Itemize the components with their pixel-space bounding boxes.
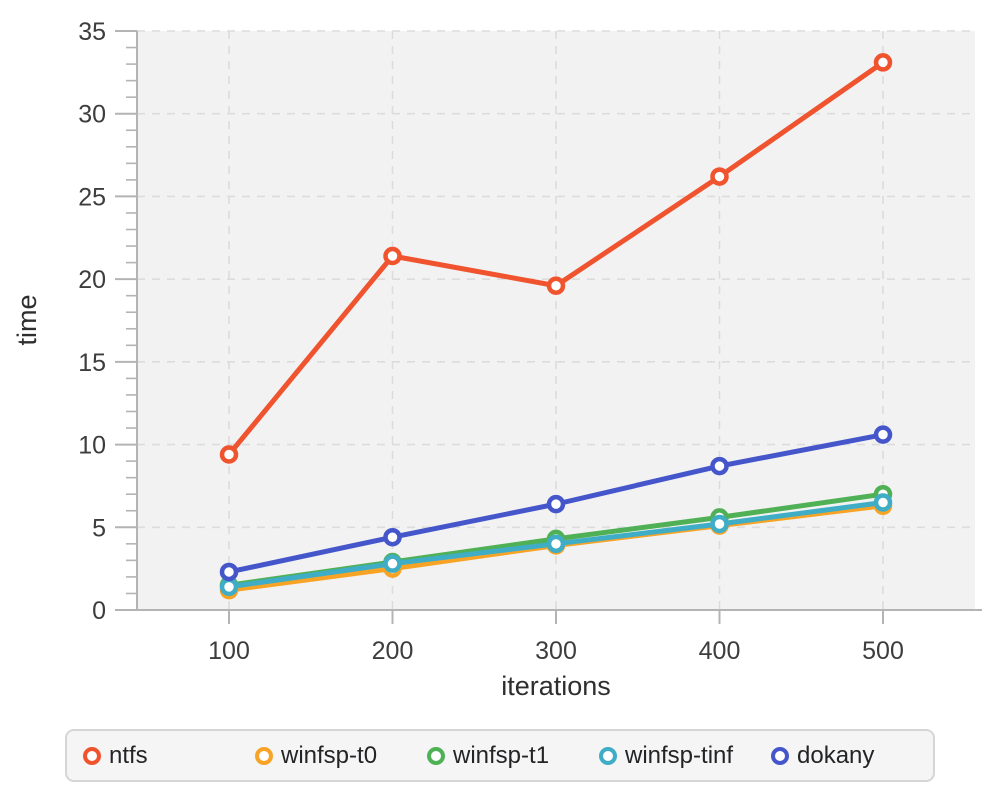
y-tick-label-5: 5: [92, 514, 106, 542]
winfsp-tinf-data-point-marker: [710, 514, 729, 534]
y-tick-label-0: 0: [92, 597, 106, 625]
legend-item-ntfs[interactable]: ntfs: [83, 741, 255, 769]
y-tick-label-35: 35: [78, 18, 106, 46]
x-axis-title: iterations: [501, 671, 611, 701]
dokany-data-point-marker: [710, 456, 729, 476]
ntfs-data-point-marker: [219, 445, 239, 464]
ntfs-data-point-marker: [873, 53, 893, 72]
legend-item-label: dokany: [797, 741, 875, 769]
legend-item-label: ntfs: [109, 741, 148, 769]
y-tick-label-10: 10: [78, 432, 106, 460]
data-series: [219, 53, 893, 600]
x-tick-label-500: 500: [862, 637, 904, 665]
chart-canvas: 0 5 10 15 20 25 30 35 100 200 300 400 500 time itera…: [12, 18, 982, 701]
series-winfsp-tinf: [219, 493, 893, 597]
series-dokany: [219, 425, 893, 582]
legend-item-label: winfsp-tinf: [625, 741, 734, 769]
y-tick-label-20: 20: [78, 266, 106, 294]
winfsp-t1-marker-icon: [427, 746, 445, 765]
x-tick-label-200: 200: [372, 637, 414, 665]
series-ntfs: [219, 53, 893, 464]
winfsp-tinf-data-point-marker: [546, 534, 566, 554]
legend-item-winfsp-t1[interactable]: winfsp-t1: [427, 741, 599, 769]
winfsp-tinf-data-point-marker: [873, 493, 893, 512]
dokany-data-point-marker: [873, 425, 893, 444]
dokany-data-point-marker: [383, 527, 402, 547]
x-tick-label-300: 300: [535, 637, 577, 665]
ntfs-data-point-marker: [546, 276, 566, 296]
winfsp-tinf-marker-icon: [599, 746, 617, 765]
y-tick-label-30: 30: [78, 101, 106, 129]
tick-labels: 0 5 10 15 20 25 30 35 100 200 300 400 500: [78, 18, 904, 665]
x-tick-label-100: 100: [208, 637, 250, 665]
legend: ntfs winfsp-t0 winfsp-t1 winfsp-tinf dok…: [65, 729, 935, 782]
y-axis-title: time: [12, 294, 42, 345]
legend-item-label: winfsp-t1: [453, 741, 550, 769]
legend-item-winfsp-t0[interactable]: winfsp-t0: [255, 741, 427, 769]
dokany-data-point-marker: [219, 562, 239, 582]
legend-item-dokany[interactable]: dokany: [771, 741, 875, 769]
dokany-data-point-marker: [546, 494, 566, 514]
ntfs-data-point-marker: [710, 167, 729, 186]
tick-marks: [115, 30, 884, 624]
axes: [115, 31, 982, 611]
ntfs-data-point-marker: [383, 246, 402, 266]
x-tick-label-400: 400: [699, 637, 741, 665]
dokany-marker-icon: [771, 746, 789, 765]
y-tick-label-25: 25: [78, 183, 106, 211]
winfsp-t0-marker-icon: [255, 746, 273, 765]
y-tick-label-15: 15: [78, 349, 106, 377]
winfsp-tinf-data-point-marker: [383, 554, 402, 573]
legend-item-label: winfsp-t0: [281, 741, 378, 769]
ntfs-marker-icon: [83, 746, 101, 765]
legend-item-winfsp-tinf[interactable]: winfsp-tinf: [599, 741, 771, 769]
winfsp-tinf-data-point-marker: [219, 577, 239, 597]
